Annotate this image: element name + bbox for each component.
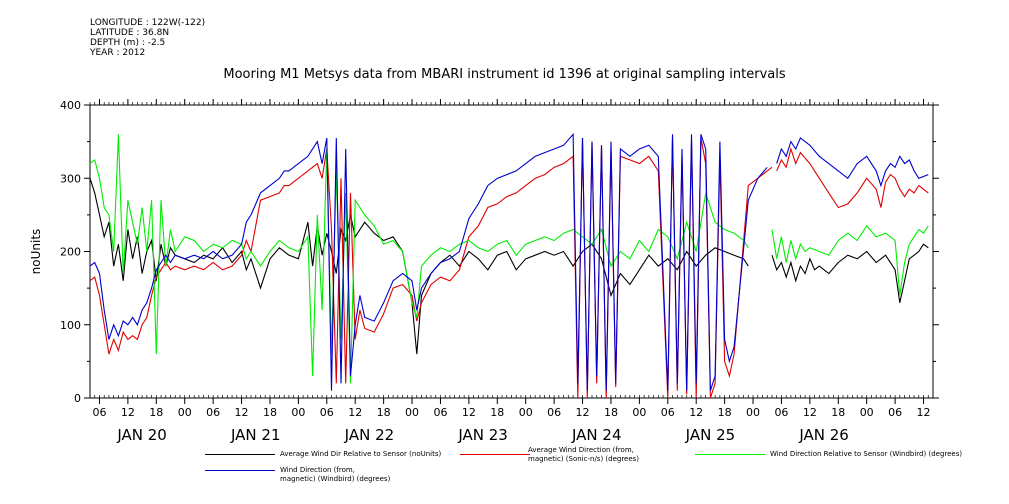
x-tick-label: 12 <box>462 406 476 419</box>
legend-swatch <box>460 454 530 455</box>
year-text: YEAR : 2012 <box>90 48 146 58</box>
metadata-block: LONGITUDE : 122W(-122) LATITUDE : 36.8N … <box>90 18 205 58</box>
plot-frame <box>89 104 934 399</box>
series-line-2 <box>89 134 749 384</box>
series-line-3-b <box>776 137 929 188</box>
x-tick-label: 06 <box>433 406 447 419</box>
x-tick-label: 06 <box>888 406 902 419</box>
x-day-label: JAN 24 <box>571 426 622 444</box>
x-tick-label: 06 <box>320 406 334 419</box>
x-tick-label: 18 <box>490 406 504 419</box>
series-line-0 <box>89 178 749 355</box>
x-tick-label: 18 <box>604 406 618 419</box>
x-tick-label: 06 <box>92 406 106 419</box>
x-day-label: JAN 21 <box>230 426 281 444</box>
series-line-2-b <box>771 224 929 296</box>
x-tick-label: 06 <box>774 406 788 419</box>
legend-swatch <box>205 470 275 471</box>
y-axis-label: noUnits <box>29 229 43 275</box>
x-tick-label: 12 <box>235 406 249 419</box>
x-tick-label: 18 <box>263 406 277 419</box>
legend-label: Wind Direction Relative to Sensor (Windb… <box>770 450 963 458</box>
x-tick-label: 12 <box>576 406 590 419</box>
x-day-label: JAN 20 <box>116 426 167 444</box>
x-tick-label: 06 <box>206 406 220 419</box>
depth-text: DEPTH (m) : -2.5 <box>90 38 166 48</box>
x-tick-label: 00 <box>178 406 192 419</box>
chart-title: Mooring M1 Metsys data from MBARI instru… <box>223 67 786 82</box>
x-tick-label: 00 <box>405 406 419 419</box>
legend-label: Wind Direction (from, magnetic) (Windbir… <box>280 466 391 483</box>
x-tick-label: 06 <box>547 406 561 419</box>
x-tick-label: 06 <box>661 406 675 419</box>
y-tick-label: 400 <box>60 99 81 112</box>
latitude-text: LATITUDE : 36.8N <box>90 28 170 38</box>
legend-swatch <box>205 454 275 455</box>
legend-label: Average Wind Direction (from, magnetic) … <box>528 446 640 463</box>
legend-label: Average Wind Dir Relative to Sensor (noU… <box>280 450 442 458</box>
y-tick-label: 0 <box>74 392 81 405</box>
series-line-1-b <box>776 147 929 209</box>
x-day-label: JAN 22 <box>344 426 395 444</box>
x-day-label: JAN 25 <box>685 426 736 444</box>
x-tick-label: 00 <box>632 406 646 419</box>
x-tick-label: 00 <box>746 406 760 419</box>
longitude-text: LONGITUDE : 122W(-122) <box>90 18 206 28</box>
y-tick-label: 300 <box>60 172 81 185</box>
series-line-3 <box>89 132 768 391</box>
y-tick-label: 200 <box>60 246 81 259</box>
x-day-label: JAN 26 <box>798 426 849 444</box>
x-tick-label: 00 <box>291 406 305 419</box>
x-tick-label: 00 <box>519 406 533 419</box>
x-tick-label: 12 <box>803 406 817 419</box>
x-tick-label: 18 <box>377 406 391 419</box>
series-line-0-b <box>771 243 929 303</box>
x-tick-label: 18 <box>718 406 732 419</box>
x-tick-label: 18 <box>831 406 845 419</box>
x-tick-label: 12 <box>689 406 703 419</box>
x-tick-label: 18 <box>149 406 163 419</box>
y-tick-label: 100 <box>60 319 81 332</box>
legend-swatch <box>695 454 765 455</box>
x-tick-label: 00 <box>860 406 874 419</box>
x-tick-label: 12 <box>121 406 135 419</box>
x-tick-label: 12 <box>917 406 931 419</box>
x-day-label: JAN 23 <box>457 426 508 444</box>
x-tick-label: 12 <box>348 406 362 419</box>
